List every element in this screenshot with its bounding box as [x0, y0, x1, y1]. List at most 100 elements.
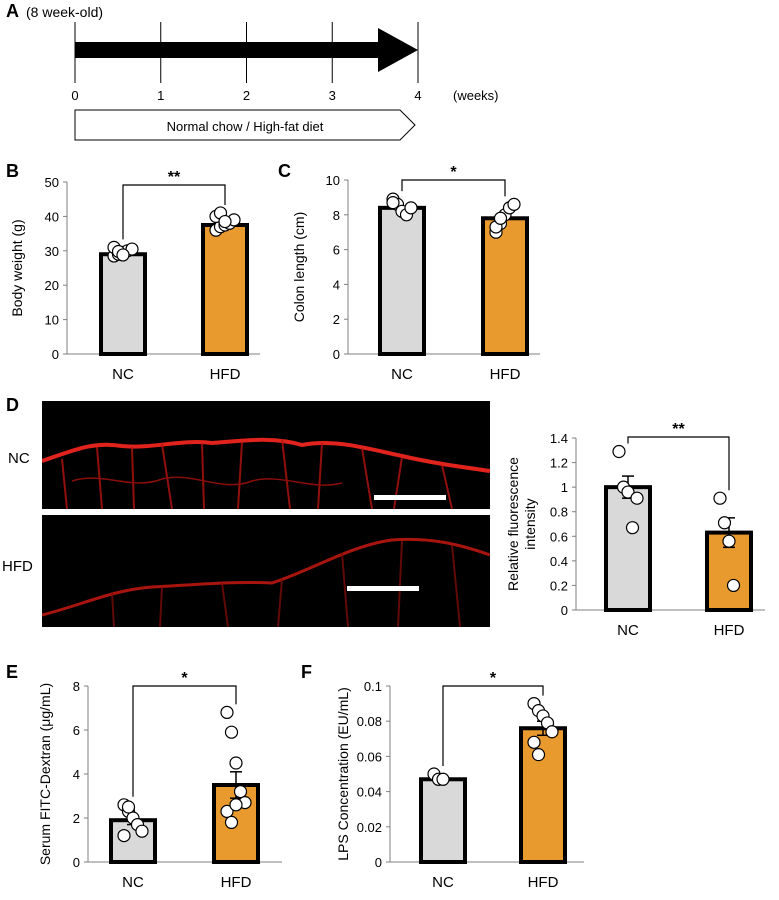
data-point [121, 800, 136, 814]
panel-letter-f: F [301, 662, 312, 682]
bar-hfd [519, 726, 567, 864]
data-point [116, 248, 130, 262]
data-point [117, 828, 131, 843]
data-point [404, 201, 418, 215]
y-tick-label: 0.2 [550, 578, 568, 593]
y-tick-label: 0 [52, 347, 59, 362]
data-point [218, 214, 232, 229]
y-tick-label: 0 [375, 855, 382, 870]
y-tick-label: 2 [333, 312, 340, 327]
category-label: NC [432, 874, 454, 891]
data-point [713, 491, 727, 505]
weeks-unit-label: (weeks) [453, 88, 499, 103]
y-tick-label: 4 [73, 767, 80, 782]
age-note: (8 week-old) [26, 4, 103, 20]
scale-bar-nc [374, 495, 446, 500]
y-tick-label: 0.08 [357, 714, 382, 729]
data-point [224, 725, 239, 739]
y-axis-title-line: intensity [522, 498, 538, 549]
data-point [233, 784, 248, 799]
data-point [621, 485, 635, 499]
y-tick-label: 20 [45, 278, 59, 293]
y-tick-label: 6 [73, 723, 80, 738]
y-tick-label: 0 [561, 603, 568, 618]
week-tick-label: 0 [71, 88, 78, 103]
significance-bracket [132, 685, 237, 797]
data-point [625, 521, 640, 535]
bar-nc [604, 485, 652, 612]
bar-hfd [481, 216, 529, 356]
y-tick-label: 1.2 [550, 456, 568, 471]
y-axis-title: Body weight (g) [9, 219, 25, 316]
data-point [507, 197, 521, 211]
category-label: HFD [210, 366, 241, 383]
y-tick-label: 8 [73, 679, 80, 694]
data-point [229, 756, 243, 770]
significance-label: ** [168, 169, 181, 186]
y-axis-title: Serum FITC-Dextran (μg/mL) [37, 683, 53, 865]
y-tick-label: 30 [45, 244, 59, 259]
significance-bracket [442, 685, 544, 766]
y-tick-label: 0.02 [357, 820, 382, 835]
category-label: NC [391, 366, 413, 383]
data-point [545, 725, 559, 739]
panel-letter-e: E [6, 662, 18, 682]
panel-letter-d: D [6, 395, 19, 415]
scale-bar-hfd [347, 586, 419, 591]
y-tick-label: 0.4 [550, 554, 568, 569]
data-point [224, 815, 239, 830]
data-point [220, 705, 234, 720]
category-label: NC [112, 366, 134, 383]
y-tick-label: 0.06 [357, 749, 382, 764]
category-label: HFD [490, 366, 521, 383]
data-point [612, 444, 626, 459]
y-tick-label: 0.1 [364, 679, 382, 694]
y-tick-label: 0 [333, 347, 340, 362]
data-point [726, 578, 741, 593]
significance-label: * [450, 164, 457, 181]
category-label: NC [122, 874, 144, 891]
data-point [531, 748, 546, 762]
y-axis-title: Relative fluorescenceintensity [505, 457, 538, 591]
data-point [135, 824, 149, 838]
data-point [493, 211, 508, 225]
chart-colon-length: 0 2 4 6 8 10 Colon length (cm) NC HFD * [291, 164, 540, 383]
data-point [436, 772, 450, 786]
week-ticks: 0 1 2 3 4 [71, 22, 422, 103]
y-tick-label: 10 [45, 313, 59, 328]
chart-fitc-dextran: 0 2 4 6 8 Serum FITC-Dextran (μg/mL) NC HFD * [37, 670, 282, 891]
y-tick-label: 40 [45, 209, 59, 224]
panel-letter-c: C [278, 161, 291, 181]
data-point [722, 534, 736, 548]
significance-label: ** [672, 421, 685, 438]
chart-body-weight: 0 10 20 30 40 50 Body weight (g) NC HFD ** [9, 169, 260, 383]
y-tick-label: 8 [333, 208, 340, 223]
y-tick-label: 50 [45, 175, 59, 190]
y-tick-label: 0.04 [357, 785, 382, 800]
chart-lps: 0 0.02 0.04 0.06 0.08 0.1 LPS Concentration (E… [335, 670, 584, 891]
image-label-nc: NC [8, 450, 30, 467]
category-label: HFD [221, 874, 252, 891]
significance-bracket [401, 179, 506, 197]
diet-label: Normal chow / High-fat diet [167, 119, 324, 134]
week-tick-label: 1 [157, 88, 164, 103]
significance-label: * [181, 670, 188, 687]
chart-fluorescence: 0 0.2 0.4 0.6 0.8 1 1.2 1.4 Relative fluorescenc… [505, 421, 765, 639]
micrograph-hfd [42, 515, 490, 627]
category-label: HFD [714, 622, 745, 639]
category-label: HFD [528, 874, 559, 891]
bar-nc [378, 205, 426, 356]
week-tick-label: 2 [243, 88, 250, 103]
week-tick-label: 3 [329, 88, 336, 103]
panel-letter-b: B [6, 161, 19, 181]
diet-arrow-box [74, 109, 416, 141]
y-tick-label: 4 [333, 277, 340, 292]
y-tick-label: 1 [561, 480, 568, 495]
y-tick-label: 6 [333, 243, 340, 258]
bar-nc [419, 777, 467, 865]
significance-label: * [490, 670, 497, 687]
data-point [220, 804, 234, 819]
panel-letter-a: A [6, 1, 19, 21]
data-point [527, 735, 541, 749]
